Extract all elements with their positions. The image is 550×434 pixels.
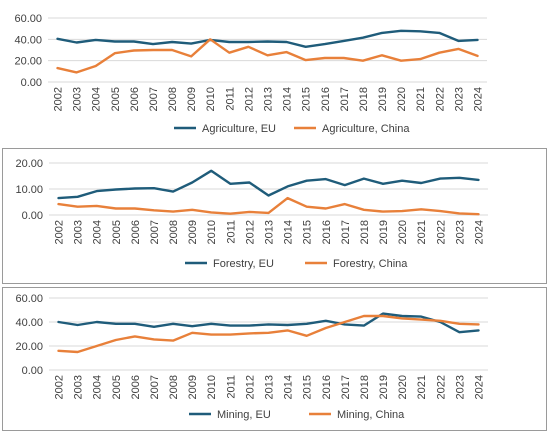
mining-x-tick-label: 2019 [378,375,390,399]
forestry-x-tick-label: 2014 [283,220,295,244]
mining-y-tick-label: 60.00 [15,293,43,305]
agriculture-x-tick-label: 2004 [91,87,103,111]
agriculture-series-line-eu [56,29,479,48]
mining-x-tick-label: 2020 [397,375,409,399]
agriculture-x-tick-label: 2006 [129,87,141,111]
forestry-x-tick-label: 2012 [244,220,256,244]
forestry-x-tick-label: 2013 [264,220,276,244]
mining-chart: 0.00 20.00 40.00 60.00 2002 2003 2004 2005 2006 2… [15,293,488,421]
forestry-x-tick-label: 2003 [73,220,85,244]
mining-x-tick-label: 2018 [359,375,371,399]
mining-x-tick-label: 2016 [321,375,333,399]
agriculture-legend-label: Agriculture, China [322,123,410,135]
mining-x-tick-label: 2010 [206,375,218,399]
mining-x-tick-label: 2023 [454,375,466,399]
agriculture-x-tick-label: 2009 [186,87,198,111]
forestry-x-tick-label: 2022 [435,220,447,244]
mining-x-tick-label: 2002 [54,375,66,399]
mining-x-tick-label: 2005 [111,375,123,399]
agriculture-x-tick-label: 2016 [320,87,332,111]
forestry-x-tick-label: 2004 [92,220,104,244]
mining-x-tick-label: 2012 [244,375,256,399]
agriculture-x-tick-label: 2002 [53,87,65,111]
agriculture-y-tick-label: 60.00 [14,13,42,25]
agriculture-y-tick-label: 40.00 [14,34,42,46]
agriculture-x-tick-label: 2023 [453,87,465,111]
forestry-x-tick-label: 2005 [111,220,123,244]
forestry-y-tick-label: 10.00 [15,184,43,196]
forestry-x-tick-label: 2007 [149,220,161,244]
agriculture-legend-label: Agriculture, EU [202,123,276,135]
forestry-x-tick-label: 2002 [54,220,66,244]
mining-x-tick-label: 2006 [130,375,142,399]
agriculture-x-tick-label: 2019 [377,87,389,111]
forestry-x-tick-label: 2021 [416,220,428,244]
forestry-x-tick-label: 2024 [473,220,485,244]
mining-x-tick-label: 2007 [149,375,161,399]
forestry-x-tick-label: 2009 [187,220,199,244]
agriculture-x-tick-label: 2018 [358,87,370,111]
agriculture-series-line-china [56,38,479,74]
mining-legend-label: Mining, EU [217,409,271,421]
agriculture-x-tick-label: 2014 [282,87,294,111]
agriculture-x-tick-label: 2015 [301,87,313,111]
forestry-x-tick-label: 2011 [225,220,237,244]
forestry-series-line-china [57,196,480,216]
mining-series-line-china [57,314,480,354]
forestry-series-line-eu [57,169,480,200]
mining-chart-panel: 0.00 20.00 40.00 60.00 2002 2003 2004 2005 2006 2… [2,287,547,431]
forestry-legend-label: Forestry, EU [213,258,274,270]
forestry-legend-label: Forestry, China [333,258,408,270]
agriculture-x-tick-label: 2024 [472,87,484,111]
mining-x-tick-label: 2017 [340,375,352,399]
agriculture-x-tick-label: 2003 [72,87,84,111]
forestry-x-tick-label: 2019 [378,220,390,244]
forestry-chart: 0.00 10.00 20.00 2002 2003 2004 2005 2006 2007 20… [15,158,488,270]
agriculture-x-tick-label: 2013 [263,87,275,111]
agriculture-x-tick-label: 2008 [167,87,179,111]
agriculture-x-tick-label: 2005 [110,87,122,111]
mining-x-tick-label: 2021 [416,375,428,399]
mining-x-tick-label: 2011 [225,375,237,399]
mining-series-line-eu [57,312,480,334]
agriculture-x-tick-label: 2022 [434,87,446,111]
agriculture-chart: 0.00 20.00 40.00 60.00 2002 2003 2004 2005 2006 2… [14,13,487,135]
forestry-x-tick-label: 2008 [168,220,180,244]
mining-x-tick-label: 2004 [92,375,104,399]
mining-x-tick-label: 2009 [187,375,199,399]
agriculture-x-tick-label: 2021 [415,87,427,111]
mining-y-tick-label: 40.00 [15,317,43,329]
forestry-x-tick-label: 2006 [130,220,142,244]
mining-x-tick-label: 2013 [264,375,276,399]
forestry-x-tick-label: 2015 [302,220,314,244]
mining-x-tick-label: 2015 [302,375,314,399]
agriculture-y-tick-label: 0.00 [21,77,42,89]
mining-x-tick-label: 2014 [283,375,295,399]
forestry-y-tick-label: 20.00 [15,158,43,170]
mining-y-tick-label: 0.00 [22,365,43,377]
forestry-x-tick-label: 2010 [206,220,218,244]
agriculture-x-tick-label: 2011 [224,87,236,111]
agriculture-x-tick-label: 2020 [396,87,408,111]
agriculture-x-tick-label: 2017 [339,87,351,111]
forestry-y-tick-label: 0.00 [22,210,43,222]
forestry-x-tick-label: 2017 [340,220,352,244]
agriculture-x-tick-label: 2010 [205,87,217,111]
mining-legend-label: Mining, China [337,409,405,421]
forestry-x-tick-label: 2023 [454,220,466,244]
mining-x-tick-label: 2022 [435,375,447,399]
mining-x-tick-label: 2003 [73,375,85,399]
mining-x-tick-label: 2024 [473,375,485,399]
agriculture-y-tick-label: 20.00 [14,56,42,68]
agriculture-x-tick-label: 2012 [243,87,255,111]
mining-y-tick-label: 20.00 [15,341,43,353]
forestry-x-tick-label: 2018 [359,220,371,244]
forestry-x-tick-label: 2016 [321,220,333,244]
mining-x-tick-label: 2008 [168,375,180,399]
agriculture-x-tick-label: 2007 [148,87,160,111]
forestry-x-tick-label: 2020 [397,220,409,244]
forestry-chart-panel: 0.00 10.00 20.00 2002 2003 2004 2005 2006 2007 20… [2,148,547,284]
agriculture-chart-panel: 0.00 20.00 40.00 60.00 2002 2003 2004 2005 2006 2… [2,2,547,142]
